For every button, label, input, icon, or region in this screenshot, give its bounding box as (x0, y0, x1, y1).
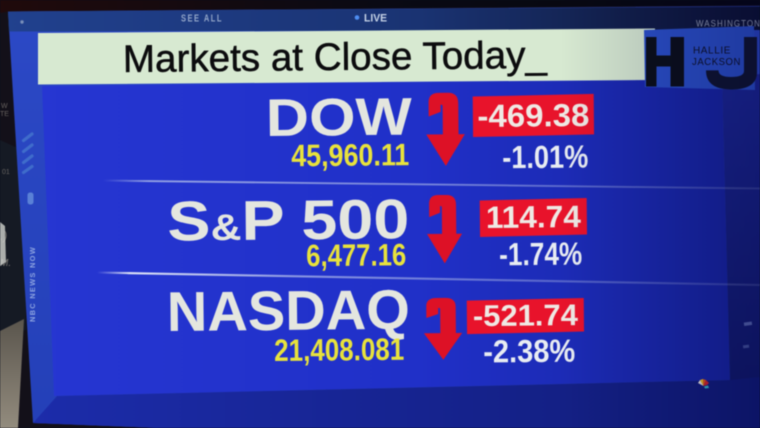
svg-text:21,408.081: 21,408.081 (274, 332, 404, 368)
svg-text:S&P 500: S &P 500 (167, 187, 410, 252)
svg-text:LIVE: LIVE (364, 13, 387, 25)
svg-text:45,960.11: 45,960.11 (291, 137, 409, 173)
svg-text:NASDAQ: NASDAQ (167, 278, 411, 343)
svg-text:6,477.16: 6,477.16 (306, 237, 406, 273)
svg-text:Markets at Close Today_: Markets at Close Today_ (123, 34, 548, 81)
svg-text:W: W (1, 103, 8, 110)
svg-text:NBC NEWS NOW: NBC NEWS NOW (28, 246, 37, 322)
svg-text:SEE ALL: SEE ALL (181, 14, 223, 25)
svg-text:TE: TE (0, 111, 9, 118)
svg-text:-2.38%: -2.38% (483, 333, 575, 370)
svg-text:01: 01 (2, 169, 10, 176)
svg-text:M.: M. (0, 258, 11, 269)
svg-text:DOW: DOW (266, 88, 413, 148)
